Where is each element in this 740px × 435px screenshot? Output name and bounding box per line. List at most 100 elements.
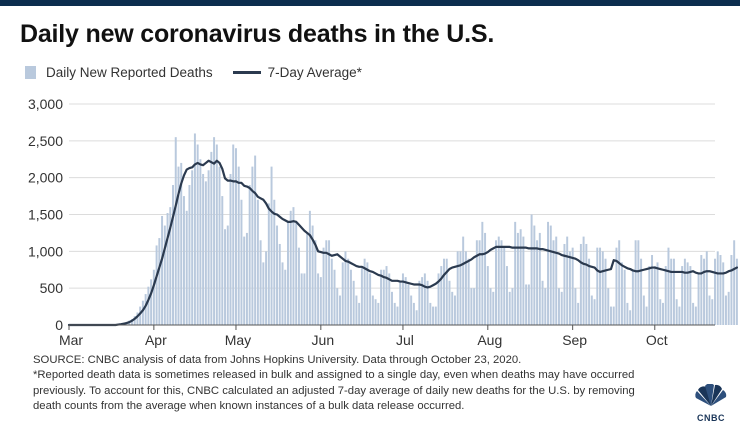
- bar: [514, 221, 517, 325]
- bar: [733, 240, 736, 325]
- bar: [196, 144, 199, 325]
- y-tick-label: 2,500: [28, 133, 63, 149]
- bar: [511, 288, 514, 325]
- bar: [692, 302, 695, 325]
- bar: [683, 258, 686, 325]
- bar: [180, 162, 183, 325]
- bar: [292, 207, 295, 325]
- bar: [722, 262, 725, 325]
- bar: [467, 258, 470, 325]
- bar: [380, 269, 383, 325]
- bar: [232, 144, 235, 325]
- bar: [229, 173, 232, 325]
- legend-bars-swatch: [25, 65, 36, 79]
- seven-day-average-line: [67, 159, 738, 327]
- bar: [158, 238, 161, 325]
- bar: [254, 155, 257, 325]
- bar: [366, 262, 369, 325]
- y-tick-label: 500: [40, 280, 64, 296]
- bar: [163, 225, 166, 325]
- bar: [355, 295, 358, 325]
- bar: [423, 273, 426, 325]
- x-tick-label: Jun: [312, 332, 335, 348]
- y-axis-ticks: 0 500 1,000 1,500 2,000 2,500 3,000: [28, 96, 63, 333]
- bar: [224, 229, 227, 325]
- bar: [432, 306, 435, 325]
- cnbc-logo: CNBC: [688, 383, 734, 423]
- bar: [689, 266, 692, 325]
- bar: [719, 255, 722, 325]
- bar: [415, 310, 418, 325]
- bar: [311, 225, 314, 325]
- bar: [440, 266, 443, 325]
- bar: [555, 236, 558, 325]
- bar: [317, 273, 320, 325]
- bar: [653, 266, 656, 325]
- bar: [675, 299, 678, 325]
- bar: [464, 251, 467, 325]
- bar: [325, 240, 328, 325]
- bar: [396, 306, 399, 325]
- bar: [590, 295, 593, 325]
- bar: [322, 247, 325, 325]
- bar: [314, 240, 317, 325]
- bar: [265, 251, 268, 325]
- bar: [582, 236, 585, 325]
- y-tick-label: 1,500: [28, 207, 63, 223]
- bar: [508, 291, 511, 325]
- y-tick-label: 0: [55, 317, 63, 333]
- bar: [344, 251, 347, 325]
- bar: [308, 210, 311, 325]
- bar: [519, 229, 522, 325]
- bar: [147, 286, 150, 325]
- bar: [300, 273, 303, 325]
- bar: [601, 251, 604, 325]
- bar: [393, 302, 396, 325]
- bar: [500, 240, 503, 325]
- y-tick-label: 1,000: [28, 243, 63, 259]
- bar: [182, 196, 185, 325]
- bar: [735, 258, 738, 325]
- bar: [574, 288, 577, 325]
- bar: [593, 299, 596, 325]
- bar: [133, 316, 136, 325]
- bar: [640, 258, 643, 325]
- bar: [174, 137, 177, 325]
- bar: [130, 319, 133, 325]
- bar: [144, 294, 147, 325]
- bar: [645, 306, 648, 325]
- bar: [418, 280, 421, 325]
- bar: [426, 280, 429, 325]
- bar: [678, 306, 681, 325]
- bar: [700, 255, 703, 325]
- bar: [289, 210, 292, 325]
- bar: [237, 166, 240, 325]
- bar: [577, 302, 580, 325]
- x-tick-label: Mar: [59, 332, 83, 348]
- bar: [694, 306, 697, 325]
- bar: [637, 240, 640, 325]
- bar: [527, 284, 530, 325]
- bar: [202, 173, 205, 325]
- bar: [404, 277, 407, 325]
- bar: [341, 262, 344, 325]
- x-tick-label: Apr: [145, 332, 167, 348]
- bar: [262, 262, 265, 325]
- bar: [352, 280, 355, 325]
- bar: [339, 295, 341, 325]
- source-note: SOURCE: CNBC analysis of data from Johns…: [33, 354, 522, 366]
- bar: [429, 302, 432, 325]
- bar: [486, 266, 489, 325]
- bar: [579, 243, 582, 325]
- bar: [407, 284, 410, 325]
- bar: [278, 243, 281, 325]
- bar: [363, 258, 366, 325]
- bar: [295, 221, 298, 325]
- bar: [716, 251, 719, 325]
- bar: [267, 203, 270, 325]
- bar: [596, 247, 599, 325]
- bar: [388, 273, 391, 325]
- bar: [303, 273, 306, 325]
- bar: [256, 199, 259, 325]
- bar: [503, 247, 506, 325]
